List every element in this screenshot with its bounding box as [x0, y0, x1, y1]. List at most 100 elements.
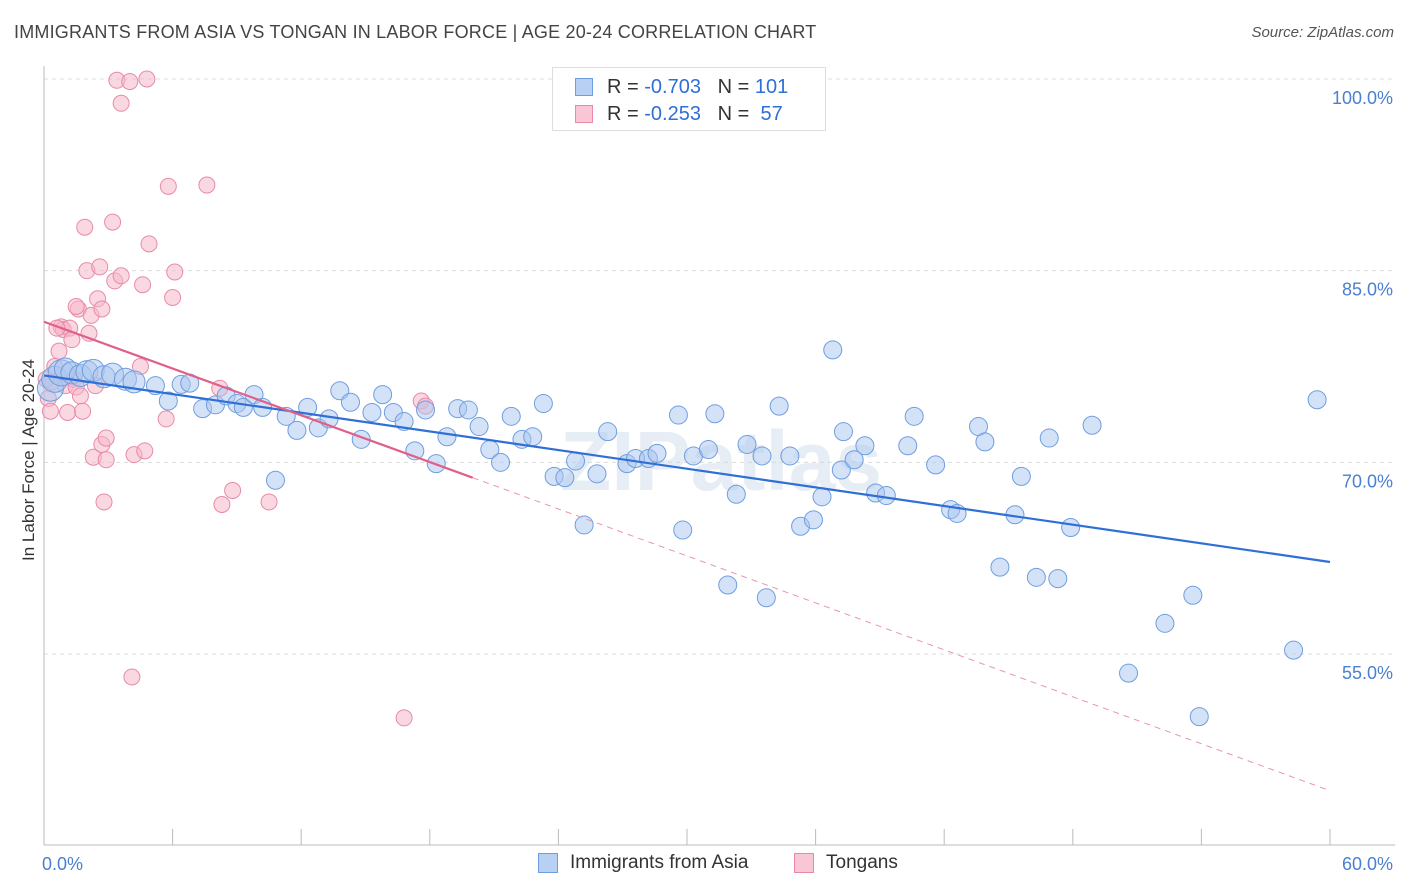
asia-point: [831, 460, 851, 480]
asia-point: [833, 422, 853, 442]
series-legend: Immigrants from Asia Tongans: [0, 852, 1406, 878]
asia-point: [803, 510, 823, 530]
asia-point: [1183, 585, 1203, 605]
asia-point: [1119, 663, 1139, 683]
asia-point: [598, 422, 618, 442]
asia-point: [555, 468, 575, 488]
asia-point: [1082, 415, 1102, 435]
legend-row-tongan: R = -0.253 N = 57: [575, 101, 783, 127]
asia-point: [340, 392, 360, 412]
asia-point: [416, 400, 436, 420]
tongan-trend-extension: [472, 477, 1331, 792]
asia-point: [158, 391, 178, 411]
tongan-point: [164, 289, 182, 306]
asia-point: [587, 464, 607, 484]
asia-point: [1307, 390, 1327, 410]
asia-point: [990, 557, 1010, 577]
asia-point: [458, 400, 478, 420]
asia-point: [718, 575, 738, 595]
asia-point: [1061, 518, 1081, 537]
asia-point: [898, 436, 918, 456]
asia-point: [469, 417, 489, 437]
tongan-legend-swatch: [794, 853, 814, 873]
legend-row-asia: R = -0.703 N = 101: [575, 74, 788, 100]
y-axis-title: In Labor Force | Age 20-24: [19, 359, 38, 561]
legend-item-tongans[interactable]: Tongans: [794, 852, 898, 874]
tongan-point: [91, 258, 109, 276]
asia-point: [737, 434, 757, 454]
asia-point: [705, 404, 725, 424]
asia-point: [1011, 466, 1031, 486]
asia-point: [1048, 569, 1068, 589]
r-value: -0.253: [644, 102, 701, 125]
asia-point: [523, 427, 543, 447]
asia-point: [373, 385, 393, 405]
asia-point: [698, 440, 718, 460]
tongan-point: [157, 410, 175, 428]
tongan-point: [41, 402, 59, 420]
asia-point: [844, 450, 864, 470]
x-tick-labels: 0.0% 60.0%: [42, 854, 1393, 874]
grid-lines: [44, 78, 1395, 655]
asia-point: [668, 405, 688, 425]
tongan-point: [97, 429, 115, 447]
tongan-point: [121, 73, 139, 91]
n-label: N =: [717, 75, 750, 98]
r-value: -0.703: [644, 75, 701, 98]
asia-point: [812, 487, 832, 507]
asia-point: [287, 420, 307, 440]
asia-legend-label: Immigrants from Asia: [570, 852, 749, 873]
tongan-point: [97, 451, 115, 469]
tongan-point: [395, 709, 413, 727]
tongan-point: [74, 402, 92, 420]
tongan-point: [76, 218, 94, 236]
asia-point: [673, 520, 693, 540]
asia-point: [823, 340, 843, 360]
asia-point: [362, 403, 382, 422]
asia-legend-swatch: [538, 853, 558, 873]
chart-title: IMMIGRANTS FROM ASIA VS TONGAN IN LABOR …: [14, 22, 817, 42]
asia-point: [855, 436, 875, 456]
asia-point: [533, 394, 553, 414]
asia-point: [491, 452, 511, 472]
asia-point: [904, 406, 924, 426]
x-tick-label: 0.0%: [42, 854, 83, 874]
y-tick-label: 70.0%: [1342, 471, 1393, 491]
asia-point: [1039, 428, 1059, 448]
tongan-point: [59, 404, 77, 421]
asia-point: [1155, 613, 1175, 633]
axes: [43, 66, 1395, 846]
legend-item-asia[interactable]: Immigrants from Asia: [538, 852, 748, 874]
stats-legend: R = -0.703 N = 101 R = -0.253 N = 57: [552, 67, 826, 131]
asia-point: [1189, 707, 1209, 727]
asia-point: [566, 451, 586, 471]
asia-point: [780, 446, 800, 466]
trend-lines: [43, 320, 1331, 792]
tongan-point: [260, 493, 278, 511]
tongan-point: [224, 481, 242, 499]
source-label: Source: ZipAtlas.com: [1251, 24, 1394, 41]
tongan-point: [123, 668, 141, 686]
asia-swatch: [575, 78, 593, 96]
tongan-point: [166, 263, 184, 281]
asia-point: [769, 396, 789, 416]
asia-point: [1026, 567, 1046, 587]
asia-point: [726, 484, 746, 504]
tongan-point: [50, 342, 68, 360]
tongan-point: [112, 94, 130, 112]
tongan-point: [213, 496, 231, 513]
tongan-point: [67, 297, 85, 315]
asia-point: [752, 446, 772, 466]
tongan-trend-line: [43, 320, 474, 479]
r-label: R =: [607, 102, 639, 125]
x-tick-label: 60.0%: [1342, 854, 1393, 874]
tongan-point: [71, 387, 89, 405]
asia-point: [501, 406, 521, 426]
asia-point: [876, 486, 896, 506]
tongan-point: [198, 176, 216, 194]
asia-trend-line: [43, 374, 1331, 564]
tongan-point: [140, 235, 158, 253]
tongan-point: [112, 267, 130, 285]
r-label: R =: [607, 75, 639, 98]
